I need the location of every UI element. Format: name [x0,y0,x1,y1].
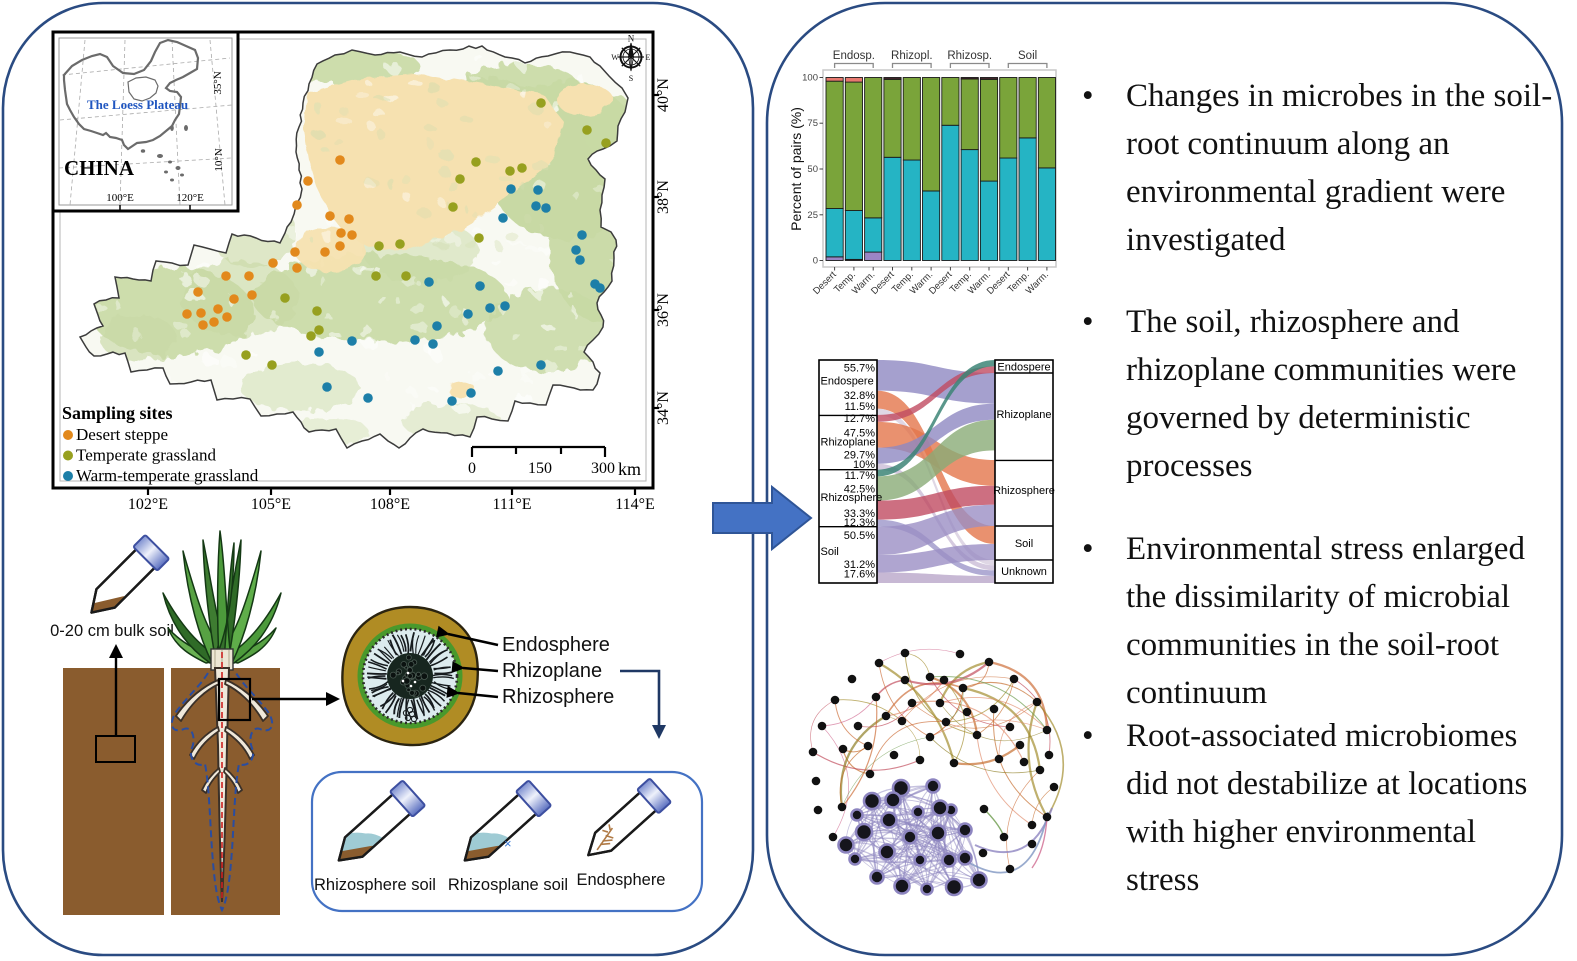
svg-text:120°E: 120°E [176,192,204,204]
svg-text:25: 25 [807,210,818,221]
svg-text:Soil: Soil [821,546,839,558]
svg-text:Rhizosphere: Rhizosphere [993,485,1055,497]
svg-text:36°N: 36°N [655,293,672,327]
svg-text:108°E: 108°E [370,496,410,513]
svg-text:Rhizosp.: Rhizosp. [947,50,992,62]
svg-text:42.5%: 42.5% [844,484,875,496]
svg-text:38°N: 38°N [655,180,672,214]
svg-text:300: 300 [591,460,615,477]
svg-text:Soil: Soil [1018,50,1037,62]
svg-text:Rhizosphere: Rhizosphere [821,492,883,504]
svg-text:Rhizosphere: Rhizosphere [502,686,614,708]
svg-text:Endospere: Endospere [997,362,1050,374]
svg-text:Endosphere: Endosphere [577,871,666,889]
svg-text:11.7%: 11.7% [845,470,876,482]
svg-text:0: 0 [468,460,476,477]
svg-text:32.8%: 32.8% [844,390,875,402]
svg-text:Endosp.: Endosp. [833,50,875,62]
svg-text:Rhizoplane: Rhizoplane [821,437,876,449]
svg-text:55.7%: 55.7% [844,363,875,375]
svg-text:29.7%: 29.7% [844,450,875,462]
svg-text:Unknown: Unknown [1001,566,1047,578]
svg-text:50.5%: 50.5% [844,530,875,542]
svg-text:100°E: 100°E [106,192,134,204]
svg-text:75: 75 [807,118,818,129]
svg-text:Warm-temperate grassland: Warm-temperate grassland [76,466,259,485]
svg-text:11.5%: 11.5% [845,401,876,413]
svg-text:10°N: 10°N [213,148,225,171]
svg-text:Rhizosplane soil: Rhizosplane soil [448,876,568,894]
svg-text:E: E [646,53,651,62]
svg-text:50: 50 [807,164,818,175]
svg-text:17.6%: 17.6% [844,569,875,581]
svg-text:Rhizosphere soil: Rhizosphere soil [314,876,436,894]
svg-text:34°N: 34°N [655,391,672,425]
svg-text:km: km [618,459,641,479]
svg-text:105°E: 105°E [251,496,291,513]
svg-text:33.3%: 33.3% [844,508,875,520]
svg-text:40°N: 40°N [655,78,672,112]
svg-text:W: W [611,53,619,62]
svg-text:12.7%: 12.7% [844,413,875,425]
svg-text:Temperate grassland: Temperate grassland [76,446,216,465]
svg-text:102°E: 102°E [128,496,168,513]
svg-text:31.2%: 31.2% [844,559,875,571]
svg-text:CHINA: CHINA [64,156,135,180]
svg-text:111°E: 111°E [493,496,532,513]
svg-text:Endospere: Endospere [821,376,874,388]
svg-text:S: S [629,74,633,83]
svg-text:150: 150 [528,460,552,477]
svg-text:35°N: 35°N [212,71,224,94]
svg-text:0: 0 [813,256,818,267]
svg-text:Sampling sites: Sampling sites [62,403,173,423]
svg-text:Rhizoplane: Rhizoplane [996,409,1051,421]
svg-text:N: N [628,34,635,44]
svg-text:47.5%: 47.5% [844,428,875,440]
svg-text:12.3%: 12.3% [844,517,875,529]
svg-text:Desert steppe: Desert steppe [76,425,168,444]
svg-text:10%: 10% [853,459,875,471]
svg-text:Rhizoplane: Rhizoplane [502,660,602,682]
svg-text:0-20 cm bulk soil: 0-20 cm bulk soil [50,622,174,640]
svg-text:Rhizopl.: Rhizopl. [891,50,933,62]
svg-text:114°E: 114°E [615,496,655,513]
svg-text:Endosphere: Endosphere [502,634,610,656]
svg-text:Soil: Soil [1015,538,1033,550]
svg-text:×: × [504,836,512,851]
svg-text:100: 100 [802,73,818,84]
svg-text:The Loess Plateau: The Loess Plateau [87,97,188,112]
svg-text:Percent of pairs (%): Percent of pairs (%) [788,107,804,231]
